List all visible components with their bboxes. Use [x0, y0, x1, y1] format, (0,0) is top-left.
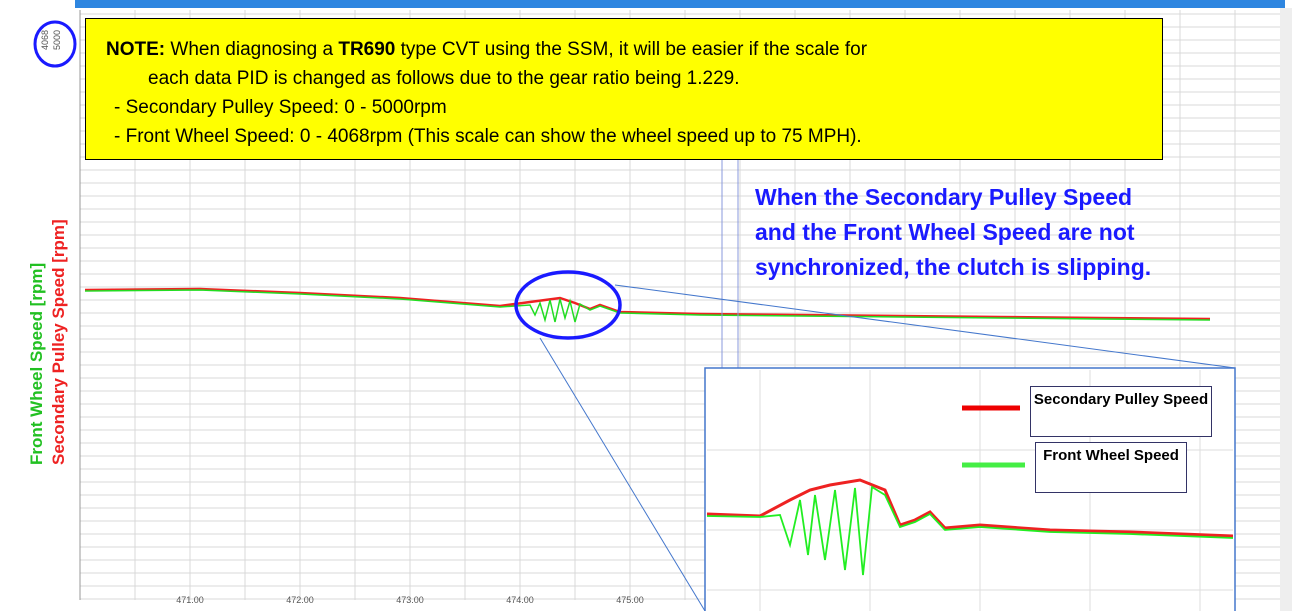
- y-axis-label: Secondary Pulley Speed [rpm]: [49, 219, 68, 465]
- x-tick-label: 475.00: [616, 595, 644, 605]
- x-tick-label: 471.00: [176, 595, 204, 605]
- legend-entry: Front Wheel Speed: [1035, 442, 1187, 493]
- y-tick-group: 4068 5000: [40, 30, 62, 50]
- note-line: each data PID is changed as follows due …: [148, 68, 740, 89]
- zoom-wheel-trace: [706, 485, 1234, 576]
- x-tick-label: 474.00: [506, 595, 534, 605]
- y-axis-label: Front Wheel Speed [rpm]: [27, 263, 46, 465]
- y-tick-label: 4068: [40, 30, 50, 50]
- title-bar: [75, 0, 1285, 8]
- scrollbar: [1280, 8, 1292, 611]
- x-tick-label: 472.00: [286, 595, 314, 605]
- note: NOTE: When diagnosing a TR690 type CVT u…: [85, 18, 1163, 160]
- pulley-trace: [84, 287, 1211, 321]
- callout-line: and the Front Wheel Speed are not: [755, 219, 1135, 245]
- text: TR690: [338, 39, 396, 60]
- y-tick-label: 5000: [52, 30, 62, 50]
- connector: [614, 284, 1236, 369]
- connector: [539, 337, 706, 611]
- callout-line: When the Secondary Pulley Speed: [755, 184, 1133, 210]
- text: When diagnosing a: [165, 39, 339, 60]
- note-line: NOTE: When diagnosing a TR690 type CVT u…: [106, 35, 1162, 64]
- note-label: NOTE:: [106, 39, 166, 60]
- text: type CVT using the SSM, it will be easie…: [395, 39, 868, 60]
- highlight: [514, 270, 622, 340]
- highlight: [33, 20, 77, 68]
- note-line: - Secondary Pulley Speed: 0 - 5000rpm: [114, 97, 447, 118]
- legend-entry: Secondary Pulley Speed: [1030, 386, 1212, 437]
- x-tick-label: 473.00: [396, 595, 424, 605]
- x-ticks: 471.00 472.00 473.00 474.00 475.00: [176, 595, 644, 605]
- callout: When the Secondary Pulley Speed and the …: [755, 180, 1151, 285]
- note-line: - Front Wheel Speed: 0 - 4068rpm (This s…: [114, 126, 862, 147]
- wheel-trace: [84, 289, 1211, 323]
- callout-line: synchronized, the clutch is slipping.: [755, 254, 1152, 280]
